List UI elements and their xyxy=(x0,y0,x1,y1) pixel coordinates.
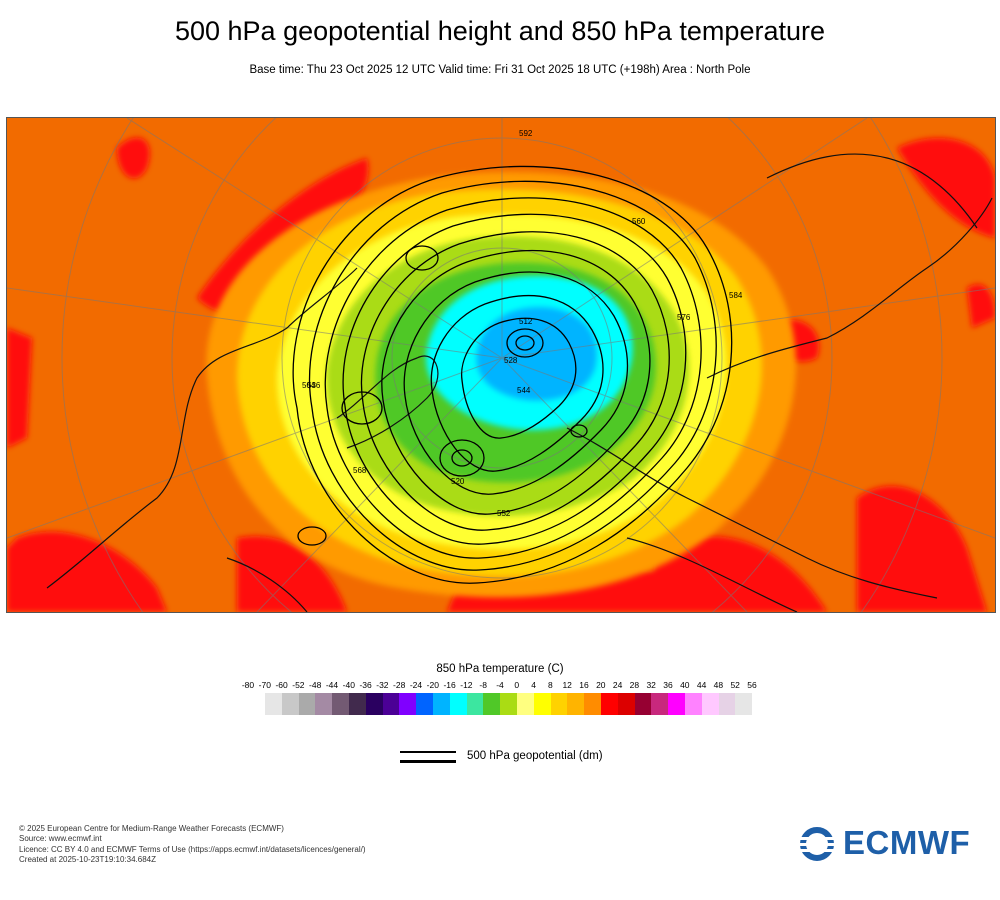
legend-swatch xyxy=(684,693,702,715)
legend-tick-label: -20 xyxy=(426,680,439,690)
legend-tick-label: -80 xyxy=(241,680,255,690)
legend-swatch xyxy=(668,693,685,715)
legend-tick-label: 0 xyxy=(514,680,520,690)
legend-swatch xyxy=(634,693,652,715)
legend-tick-label: -36 xyxy=(359,680,372,690)
legend-swatch xyxy=(651,693,669,715)
contour-label: 512 xyxy=(519,317,533,326)
legend-swatch xyxy=(281,693,299,715)
legend-swatch xyxy=(348,693,366,715)
ecmwf-logo-mark xyxy=(795,827,839,861)
legend-tick-label: -4 xyxy=(496,680,504,690)
legend-swatch xyxy=(382,693,400,715)
legend-title: 850 hPa temperature (C) xyxy=(436,663,564,675)
contour-label: 544 xyxy=(517,386,531,395)
legend-swatch xyxy=(550,693,568,715)
legend-tick-label: 16 xyxy=(579,680,589,690)
legend-tick-label: -12 xyxy=(460,680,473,690)
copyright-line: © 2025 European Centre for Medium-Range … xyxy=(19,824,284,833)
legend-tick-label: -48 xyxy=(309,680,322,690)
licence-line: Licence: CC BY 4.0 and ECMWF Terms of Us… xyxy=(19,844,366,854)
legend-tick-label: 56 xyxy=(747,680,757,690)
legend-tick-label: -40 xyxy=(342,680,355,690)
legend-swatch xyxy=(701,693,719,715)
legend-tick-label: -52 xyxy=(292,680,305,690)
legend-tick-label: 12 xyxy=(562,680,572,690)
contour-label: 528 xyxy=(504,356,518,365)
legend-swatch xyxy=(265,693,282,715)
legend-swatch xyxy=(500,693,517,715)
legend-tick-label: -44 xyxy=(325,680,339,690)
ecmwf-logo-text: ECMWF xyxy=(843,824,971,861)
contour-label: 560 xyxy=(632,217,646,226)
contour-labels: 592 584 576 568 560 552 544 536 528 520 … xyxy=(302,129,743,518)
legend-tick-label: 8 xyxy=(548,680,553,690)
contour-label: 536 xyxy=(307,381,321,390)
chart-subtitle: Base time: Thu 23 Oct 2025 12 UTC Valid … xyxy=(249,64,751,76)
legend-swatch xyxy=(617,693,635,715)
legend-tick-labels: -80 -70 -60 -52 -48 -44 -40 -36 -32 -28 -24 -20 -16-… xyxy=(242,680,757,692)
geopotential-contours xyxy=(292,165,733,584)
contour-label: 592 xyxy=(519,129,533,138)
source-line: Source: www.ecmwf.int xyxy=(19,834,102,844)
contour-label: 584 xyxy=(729,291,743,300)
chart-title: 500 hPa geopotential height and 850 hPa … xyxy=(174,16,825,46)
legend-tick-label: -70 xyxy=(258,680,271,690)
legend-swatch xyxy=(332,693,349,715)
legend-tick-label: 40 xyxy=(680,680,690,690)
legend-swatch xyxy=(533,693,551,715)
legend-swatch xyxy=(483,693,501,715)
legend-swatch xyxy=(584,693,601,715)
legend-tick-label: 32 xyxy=(646,680,656,690)
contour-label: 552 xyxy=(497,509,511,518)
legend-swatch xyxy=(600,693,618,715)
legend-swatch xyxy=(516,693,534,715)
legend-swatch xyxy=(567,693,585,715)
geopotential-legend-label: 500 hPa geopotential (dm) xyxy=(467,750,603,762)
legend-tick-label: 44 xyxy=(696,680,707,690)
legend-swatch xyxy=(466,693,484,715)
legend-tick-label: 52 xyxy=(730,680,740,690)
legend-tick-label: 48 xyxy=(713,680,724,690)
legend-tick-label: -32 xyxy=(376,680,389,690)
legend-swatch xyxy=(315,693,333,715)
contour-label: 520 xyxy=(451,477,465,486)
legend-tick-label: -8 xyxy=(479,680,487,690)
legend-tick-label: -24 xyxy=(409,680,423,690)
legend-swatch xyxy=(449,693,467,715)
contour-label: 568 xyxy=(353,466,367,475)
contour-label: 504 xyxy=(302,381,316,390)
legend-swatch xyxy=(432,693,450,715)
legend-swatch xyxy=(298,693,316,715)
legend-swatch xyxy=(365,693,383,715)
legend-tick-label: -28 xyxy=(393,680,406,690)
ecmwf-logo: ECMWF xyxy=(795,824,985,862)
legend-tick-label: 20 xyxy=(596,680,606,690)
credits: © 2025 European Centre for Medium-Range … xyxy=(19,824,366,866)
legend-tick-label: 4 xyxy=(531,680,536,690)
legend-tick-label: 28 xyxy=(629,680,640,690)
coastlines xyxy=(46,153,993,612)
legend-color-bar xyxy=(265,693,753,715)
legend-tick-label: 24 xyxy=(612,680,623,690)
legend-swatch xyxy=(416,693,433,715)
legend-tick-label: -60 xyxy=(275,680,288,690)
graticule xyxy=(7,118,995,612)
legend-tick-label: -16 xyxy=(443,680,456,690)
created-line: Created at 2025-10-23T19:10:34.684Z xyxy=(19,855,156,865)
geopotential-line-sample xyxy=(400,750,456,764)
legend-swatch xyxy=(735,693,753,715)
north-pole-map: 592 584 576 568 560 552 544 536 528 520 … xyxy=(6,117,996,613)
legend-tick-label: 36 xyxy=(663,680,673,690)
legend-swatch xyxy=(399,693,417,715)
legend-swatch xyxy=(718,693,736,715)
contour-label: 576 xyxy=(677,313,691,322)
